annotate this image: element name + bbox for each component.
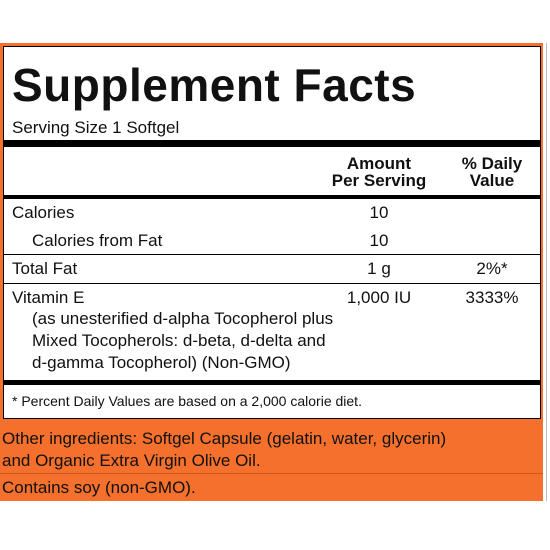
amount: 10 xyxy=(369,231,389,250)
footnote: * Percent Daily Values are based on a 2,… xyxy=(12,393,362,409)
header-line: % Daily xyxy=(461,154,523,173)
edge xyxy=(546,43,547,501)
rule xyxy=(4,254,540,255)
supplement-facts: Supplement Facts Serving Size 1 Softgel … xyxy=(3,46,541,419)
amount: 1,000 IU xyxy=(346,288,412,307)
row-name: Calories from Fat xyxy=(32,231,163,250)
amount: 10 xyxy=(369,203,389,222)
daily-value: 3333% xyxy=(465,288,519,307)
ingredients-line: and Organic Extra Virgin Olive Oil. xyxy=(2,451,261,470)
description: Mixed Tocopherols: d-beta, d-delta and xyxy=(32,331,326,350)
column-header: Amount Per Serving xyxy=(314,155,444,189)
rule xyxy=(4,283,540,284)
column-header: % Daily Value xyxy=(444,155,540,189)
header-line: Per Serving xyxy=(331,171,427,190)
serving-size: Serving Size 1 Softgel xyxy=(12,118,180,137)
row-name: Vitamin E xyxy=(12,288,85,307)
amount: 1 g xyxy=(367,259,391,278)
ingredients-line: Other ingredients: Softgel Capsule (gela… xyxy=(2,429,447,448)
description: (as unesterified d-alpha Tocopherol plus xyxy=(32,309,334,328)
header-line: Amount xyxy=(346,154,412,173)
allergen: Contains soy (non-GMO). xyxy=(2,478,196,497)
divider xyxy=(0,473,543,474)
rule xyxy=(4,195,540,199)
title: Supplement Facts xyxy=(12,59,417,111)
daily-value: 2%* xyxy=(476,259,508,278)
thick-rule xyxy=(4,380,540,385)
row-name: Calories xyxy=(12,203,75,222)
row-name: Total Fat xyxy=(12,259,78,278)
header-line: Value xyxy=(469,171,515,190)
thick-rule xyxy=(4,140,540,147)
description: d-gamma Tocopherol) (Non-GMO) xyxy=(32,353,291,372)
